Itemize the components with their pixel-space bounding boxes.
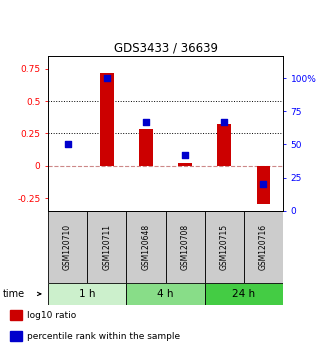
Text: 4 h: 4 h — [157, 289, 174, 299]
Text: GSM120648: GSM120648 — [142, 224, 151, 270]
Point — [222, 119, 227, 125]
Bar — [139, 129, 153, 166]
Title: GDS3433 / 36639: GDS3433 / 36639 — [114, 42, 218, 55]
Text: log10 ratio: log10 ratio — [27, 311, 76, 320]
Bar — [10, 331, 22, 342]
Bar — [126, 211, 166, 283]
Point — [104, 75, 109, 81]
Bar — [48, 283, 126, 305]
Bar — [100, 73, 114, 166]
Point — [261, 182, 266, 187]
Point — [65, 142, 70, 147]
Text: GSM120715: GSM120715 — [220, 224, 229, 270]
Text: GSM120710: GSM120710 — [63, 224, 72, 270]
Bar — [178, 163, 192, 166]
Text: percentile rank within the sample: percentile rank within the sample — [27, 332, 180, 341]
Text: GSM120708: GSM120708 — [181, 224, 190, 270]
Bar — [126, 283, 205, 305]
Text: time: time — [3, 289, 25, 299]
Bar — [205, 283, 283, 305]
Text: 1 h: 1 h — [79, 289, 95, 299]
Text: GSM120716: GSM120716 — [259, 224, 268, 270]
Bar — [205, 211, 244, 283]
Bar — [87, 211, 126, 283]
Text: GSM120711: GSM120711 — [102, 224, 111, 270]
Bar — [244, 211, 283, 283]
Bar — [256, 166, 270, 205]
Bar — [166, 211, 205, 283]
Point — [183, 152, 188, 158]
Text: 24 h: 24 h — [232, 289, 256, 299]
Bar — [48, 211, 87, 283]
Point — [143, 119, 149, 125]
Bar — [217, 124, 231, 166]
Bar — [10, 310, 22, 320]
